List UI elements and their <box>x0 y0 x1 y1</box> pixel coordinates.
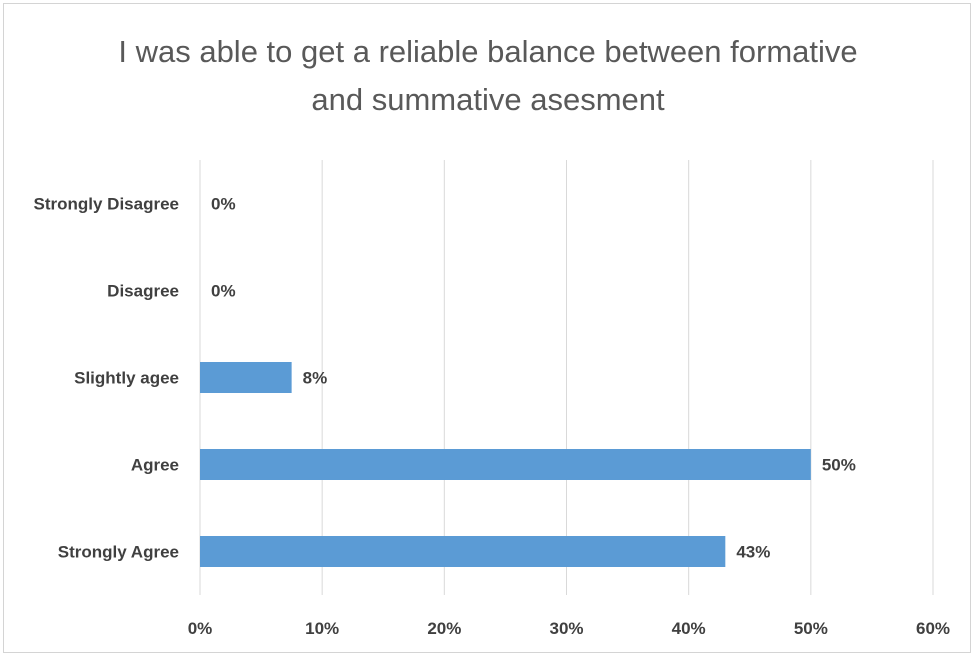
x-tick-label: 30% <box>549 619 583 638</box>
x-tick-label: 40% <box>672 619 706 638</box>
data-label: 0% <box>211 195 236 214</box>
category-label: Agree <box>131 456 179 475</box>
bar <box>200 449 811 480</box>
x-tick-label: 0% <box>188 619 213 638</box>
category-label: Strongly Disagree <box>34 195 180 214</box>
category-label: Slightly agee <box>74 369 179 388</box>
x-tick-label: 50% <box>794 619 828 638</box>
category-label: Disagree <box>107 282 179 301</box>
chart-title: I was able to get a reliable balance bet… <box>0 28 976 124</box>
data-label: 50% <box>822 456 856 475</box>
x-tick-label: 10% <box>305 619 339 638</box>
x-tick-label: 60% <box>916 619 950 638</box>
chart-title-line-2: and summative asesment <box>311 82 665 117</box>
x-tick-label: 20% <box>427 619 461 638</box>
bar <box>200 362 292 393</box>
bar <box>200 536 726 567</box>
category-label: Strongly Agree <box>58 543 179 562</box>
chart-title-line-1: I was able to get a reliable balance bet… <box>118 34 858 69</box>
data-label: 8% <box>303 369 328 388</box>
data-label: 0% <box>211 282 236 301</box>
data-label: 43% <box>736 543 770 562</box>
